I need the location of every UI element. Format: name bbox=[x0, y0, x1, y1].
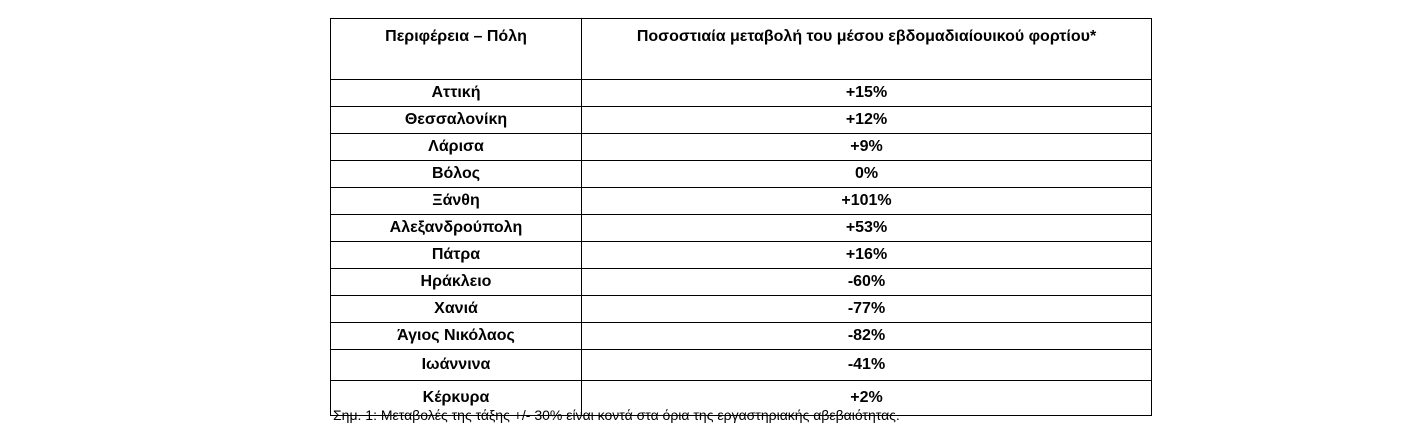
table-row: Ξάνθη +101% bbox=[330, 187, 1152, 215]
change-cell: +16% bbox=[581, 241, 1152, 269]
header-cell: Ποσοστιαία μεταβολή του μέσου εβδομαδιαί… bbox=[581, 18, 1152, 80]
header-cell: Περιφέρεια – Πόλη bbox=[330, 18, 582, 80]
city-cell: Άγιος Νικόλαος bbox=[330, 322, 582, 350]
city-cell: Ηράκλειο bbox=[330, 268, 582, 296]
table-row: Λάρισα +9% bbox=[330, 133, 1152, 161]
table-row: Ηράκλειο -60% bbox=[330, 268, 1152, 296]
change-cell: -60% bbox=[581, 268, 1152, 296]
table-row: Θεσσαλονίκη +12% bbox=[330, 106, 1152, 134]
change-cell: -82% bbox=[581, 322, 1152, 350]
footnote: Σημ. 1: Μεταβολές της τάξης +/- 30% είνα… bbox=[333, 407, 900, 423]
table-row: Αλεξανδρούπολη +53% bbox=[330, 214, 1152, 242]
header-row: Περιφέρεια – Πόλη Ποσοστιαία μεταβολή το… bbox=[330, 18, 1152, 80]
table-body: Αττική +15% Θεσσαλονίκη +12% Λάρισα +9% Βόλος 0… bbox=[330, 79, 1152, 416]
change-cell: +15% bbox=[581, 79, 1152, 107]
table-row: Βόλος 0% bbox=[330, 160, 1152, 188]
table-row: Ιωάννινα -41% bbox=[330, 349, 1152, 381]
city-cell: Ξάνθη bbox=[330, 187, 582, 215]
city-cell: Αττική bbox=[330, 79, 582, 107]
data-table: Περιφέρεια – Πόλη Ποσοστιαία μεταβολή το… bbox=[330, 18, 1152, 416]
table-row: Χανιά -77% bbox=[330, 295, 1152, 323]
city-cell: Αλεξανδρούπολη bbox=[330, 214, 582, 242]
city-cell: Θεσσαλονίκη bbox=[330, 106, 582, 134]
city-cell: Βόλος bbox=[330, 160, 582, 188]
change-cell: 0% bbox=[581, 160, 1152, 188]
city-cell: Πάτρα bbox=[330, 241, 582, 269]
change-cell: -41% bbox=[581, 349, 1152, 381]
table-row: Άγιος Νικόλαος -82% bbox=[330, 322, 1152, 350]
table-row: Αττική +15% bbox=[330, 79, 1152, 107]
table-row: Πάτρα +16% bbox=[330, 241, 1152, 269]
change-cell: +12% bbox=[581, 106, 1152, 134]
change-cell: +2% bbox=[581, 380, 1152, 416]
change-cell: +9% bbox=[581, 133, 1152, 161]
change-cell: +101% bbox=[581, 187, 1152, 215]
change-cell: +53% bbox=[581, 214, 1152, 242]
city-cell: Ιωάννινα bbox=[330, 349, 582, 381]
city-cell: Χανιά bbox=[330, 295, 582, 323]
table-row: Κέρκυρα +2% bbox=[330, 380, 1152, 416]
city-cell: Κέρκυρα bbox=[330, 380, 582, 416]
change-cell: -77% bbox=[581, 295, 1152, 323]
city-cell: Λάρισα bbox=[330, 133, 582, 161]
